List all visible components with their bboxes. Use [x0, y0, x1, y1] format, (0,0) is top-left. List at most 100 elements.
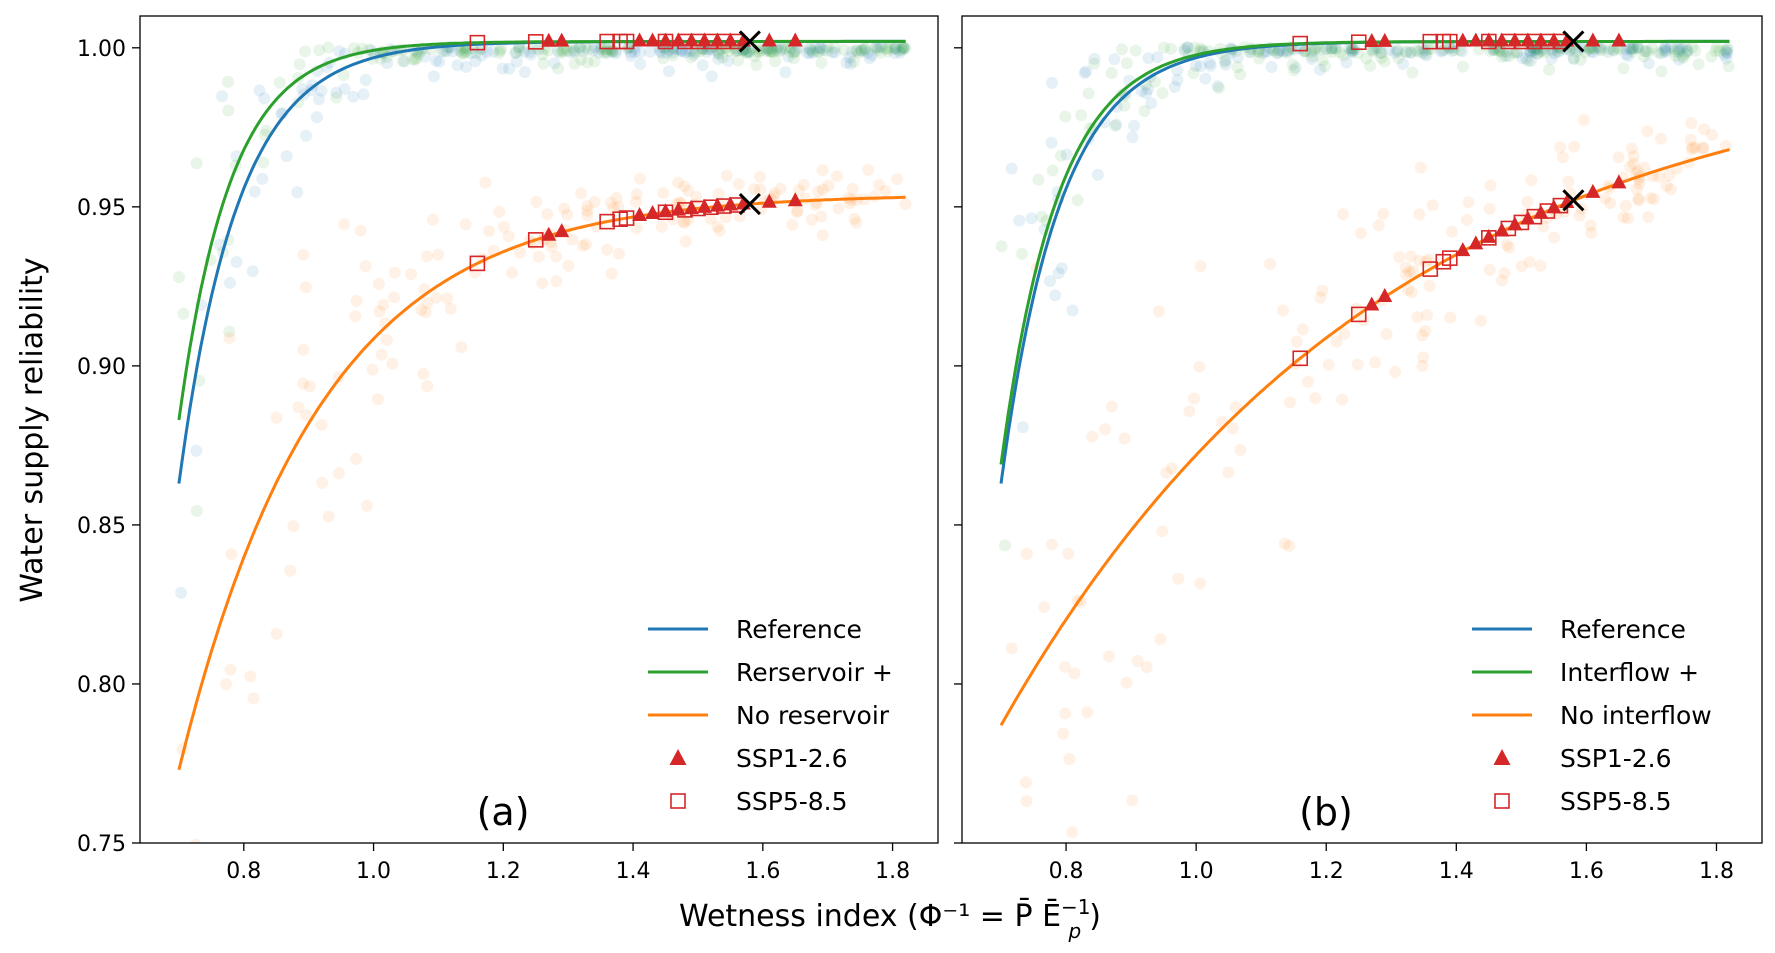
scatter-point — [1369, 356, 1382, 369]
scatter-point — [451, 59, 464, 72]
scatter-point — [173, 271, 185, 284]
scatter-point — [1080, 65, 1093, 78]
scatter-point — [1281, 46, 1294, 59]
scatter-point — [832, 202, 845, 215]
legend-label: No reservoir — [736, 701, 890, 730]
scatter-point — [1145, 97, 1158, 110]
scatter-point — [479, 176, 492, 189]
scatter-point — [588, 41, 601, 54]
scatter-point — [775, 41, 787, 54]
scatter-point — [1619, 199, 1632, 212]
scatter-point — [388, 266, 401, 279]
legend-marker-square — [670, 793, 686, 809]
scatter-point — [1677, 51, 1690, 64]
scatter-point — [1546, 44, 1559, 57]
scatter-point — [667, 49, 679, 62]
scatter-point — [1659, 41, 1672, 54]
scatter-point — [1128, 119, 1141, 132]
scatter-point — [1516, 52, 1529, 64]
scatter-point — [1511, 46, 1524, 59]
scatter-point — [1059, 110, 1072, 123]
scatter-point — [510, 55, 523, 68]
scatter-point — [510, 46, 523, 59]
scatter-point — [764, 45, 777, 58]
scatter-point — [1305, 53, 1318, 65]
scatter-point — [787, 46, 800, 59]
scatter-point — [460, 60, 473, 73]
scatter-point — [1689, 44, 1702, 57]
scatter-point — [579, 238, 592, 251]
legend-marker-square — [1494, 793, 1510, 809]
scatter-point — [220, 678, 233, 691]
ssp126-marker — [1507, 216, 1523, 231]
scatter-point — [898, 41, 911, 54]
scatter-point — [1631, 41, 1644, 54]
scatter-point — [1637, 50, 1650, 63]
scatter-point — [830, 170, 843, 183]
scatter-point — [862, 163, 875, 176]
scatter-point — [604, 196, 617, 209]
scatter-point — [444, 302, 457, 315]
scatter-point — [1669, 45, 1682, 58]
scatter-point — [190, 504, 203, 517]
scatter-point — [1222, 466, 1235, 479]
ssp126-marker — [696, 198, 712, 213]
scatter-point — [1178, 42, 1191, 55]
scatter-point — [1413, 208, 1426, 221]
scatter-point — [1336, 393, 1349, 406]
scatter-point — [1577, 114, 1590, 126]
plot-area — [173, 30, 912, 843]
scatter-point — [1495, 274, 1508, 287]
scatter-point — [1567, 52, 1580, 65]
ssp585-marker — [1442, 250, 1458, 266]
ssp585-marker — [1292, 35, 1309, 52]
scatter-point — [1595, 44, 1608, 57]
scatter-point — [1231, 61, 1244, 74]
scatter-point — [1484, 179, 1497, 192]
scatter-point — [564, 46, 577, 59]
legend-label: SSP5-8.5 — [1560, 787, 1672, 816]
scatter-point — [284, 564, 297, 577]
scatter-point — [1340, 56, 1353, 69]
ssp126-marker — [554, 32, 570, 47]
scatter-point — [1410, 44, 1423, 57]
scatter-point — [1574, 53, 1587, 66]
scatter-point — [1664, 41, 1677, 54]
scatter-point — [1416, 42, 1429, 55]
scatter-point — [1319, 43, 1332, 55]
scatter-point — [253, 84, 266, 97]
scatter-point — [1171, 74, 1184, 86]
scatter-point — [1110, 118, 1123, 131]
scatter-point — [644, 45, 656, 58]
scatter-point — [1277, 304, 1289, 317]
scatter-point — [366, 363, 379, 376]
reference-x-marker — [738, 30, 761, 53]
ssp126-marker — [1533, 32, 1549, 47]
scatter-point — [1679, 47, 1692, 60]
scatter-point — [1685, 143, 1698, 156]
scatter-point — [372, 277, 385, 290]
scatter-point — [793, 184, 805, 197]
scatter-point — [705, 70, 718, 83]
scatter-point — [1296, 323, 1309, 336]
scatter-point — [1641, 125, 1654, 138]
scatter-point — [1407, 265, 1420, 278]
scatter-point — [1633, 177, 1646, 190]
scatter-point — [696, 59, 709, 72]
scatter-point — [1350, 302, 1363, 315]
scatter-point — [582, 43, 595, 56]
scatter-point — [899, 42, 912, 55]
scatter-point — [655, 220, 668, 233]
scatter-point — [1489, 44, 1502, 56]
scatter-point — [300, 129, 312, 142]
scatter-point — [783, 45, 796, 58]
scatter-point — [873, 41, 886, 54]
scatter-point — [678, 180, 691, 193]
scatter-point — [1720, 46, 1733, 59]
scatter-point — [1499, 49, 1512, 62]
scatter-point — [1686, 141, 1699, 154]
scatter-point — [1347, 44, 1360, 57]
scatter-point — [1218, 55, 1231, 68]
scatter-point — [1168, 80, 1181, 93]
scatter-point — [816, 164, 829, 177]
